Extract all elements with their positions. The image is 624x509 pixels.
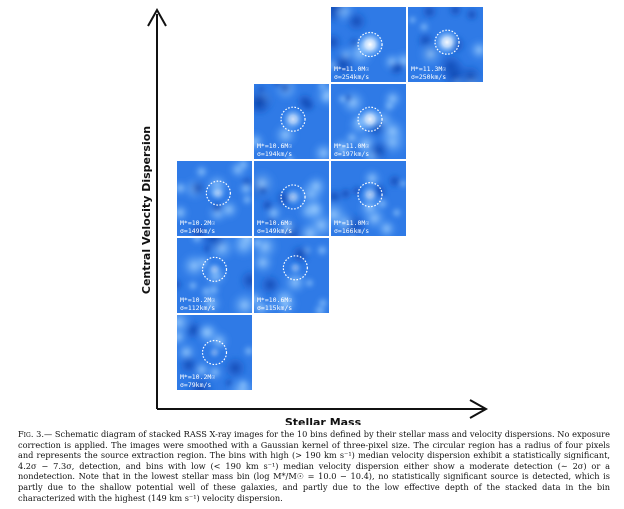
tile-sigma-label: σ=194km/s bbox=[257, 150, 292, 158]
tile-sigma-label: σ=197km/s bbox=[334, 150, 369, 158]
xray-source-blob bbox=[206, 261, 223, 278]
tile-border bbox=[253, 237, 330, 314]
tile-border bbox=[407, 6, 484, 83]
tile-sigma-label: σ=250km/s bbox=[411, 73, 446, 81]
tile-sigma-label: σ=166km/s bbox=[334, 227, 369, 235]
xray-source-blob bbox=[281, 107, 305, 131]
xray-stack-figure: Central Velocity Dispersion Stellar Mass… bbox=[140, 6, 489, 425]
xray-source-blob bbox=[357, 106, 384, 133]
extraction-region-circle bbox=[201, 339, 228, 366]
caption-figure-number: Fig. 3.— bbox=[18, 429, 53, 439]
extraction-region-circle bbox=[357, 106, 383, 132]
xray-tile: M*=10.6M☉σ=149km/s bbox=[253, 160, 330, 237]
x-axis-label: Stellar Mass bbox=[285, 416, 362, 425]
tile-mass-label: M*=10.6M☉ bbox=[257, 219, 292, 227]
xray-tile: M*=11.0M☉σ=166km/s bbox=[330, 160, 407, 237]
tile-mass-label: M*=11.0M☉ bbox=[334, 142, 369, 150]
extraction-region-circle bbox=[280, 184, 306, 210]
xray-tile: M*=10.2M☉σ=112km/s bbox=[176, 237, 253, 314]
extraction-region-circle bbox=[201, 256, 228, 282]
xray-tile: M*=11.3M☉σ=250km/s bbox=[407, 6, 484, 83]
xray-source-blob bbox=[356, 30, 385, 59]
extraction-region-circle bbox=[357, 31, 383, 58]
xray-tile: M*=11.0M☉σ=254km/s bbox=[330, 6, 407, 83]
extraction-region-circle bbox=[205, 180, 231, 206]
xray-tile: M*=10.2M☉σ=149km/s bbox=[176, 160, 253, 237]
caption-text: Schematic diagram of stacked RASS X-ray … bbox=[18, 429, 610, 503]
tile-border bbox=[253, 160, 330, 237]
tile-border bbox=[176, 314, 253, 391]
xray-source-blob bbox=[207, 345, 222, 360]
x-axis-arrowhead bbox=[469, 399, 489, 419]
xray-tile: M*=11.0M☉σ=197km/s bbox=[330, 83, 407, 160]
extraction-region-circle bbox=[282, 255, 308, 281]
y-axis-label: Central Velocity Dispersion bbox=[140, 126, 153, 294]
tile-border bbox=[176, 237, 253, 314]
tile-sigma-label: σ=112km/s bbox=[180, 304, 215, 312]
tile-mass-label: M*=11.0M☉ bbox=[334, 219, 369, 227]
tile-grid: M*=10.2M☉σ=149km/sM*=10.2M☉σ=112km/sM*=1… bbox=[176, 6, 484, 391]
xray-source-blob bbox=[287, 260, 303, 276]
tile-border bbox=[176, 160, 253, 237]
xray-tile: M*=10.6M☉σ=115km/s bbox=[253, 237, 330, 314]
xray-tile: M*=10.6M☉σ=194km/s bbox=[253, 83, 330, 160]
extraction-region-circle bbox=[434, 29, 460, 55]
xray-tile: M*=10.2M☉σ=79km/s bbox=[176, 314, 253, 391]
tile-mass-label: M*=10.2M☉ bbox=[180, 373, 215, 381]
tile-border bbox=[330, 160, 407, 237]
extraction-region-circle bbox=[357, 182, 383, 208]
tile-mass-label: M*=11.3M☉ bbox=[411, 65, 446, 73]
y-axis-arrowhead bbox=[147, 7, 167, 27]
tile-sigma-label: σ=254km/s bbox=[334, 73, 369, 81]
tile-sigma-label: σ=115km/s bbox=[257, 304, 292, 312]
xray-source-blob bbox=[433, 28, 461, 56]
tile-sigma-label: σ=149km/s bbox=[257, 227, 292, 235]
xray-source-blob bbox=[209, 184, 227, 202]
tile-border bbox=[253, 83, 330, 160]
xray-source-blob bbox=[360, 184, 381, 205]
tile-mass-label: M*=11.0M☉ bbox=[334, 65, 369, 73]
tile-border bbox=[330, 6, 407, 83]
tile-sigma-label: σ=149km/s bbox=[180, 227, 215, 235]
tile-sigma-label: σ=79km/s bbox=[180, 381, 211, 389]
tile-mass-label: M*=10.2M☉ bbox=[180, 296, 215, 304]
tile-mass-label: M*=10.2M☉ bbox=[180, 219, 215, 227]
xray-source-blob bbox=[283, 187, 303, 207]
figure-caption: Fig. 3.— Schematic diagram of stacked RA… bbox=[18, 429, 610, 503]
extraction-region-circle bbox=[280, 106, 306, 132]
tile-mass-label: M*=10.6M☉ bbox=[257, 296, 292, 304]
tile-mass-label: M*=10.6M☉ bbox=[257, 142, 292, 150]
tile-border bbox=[330, 83, 407, 160]
